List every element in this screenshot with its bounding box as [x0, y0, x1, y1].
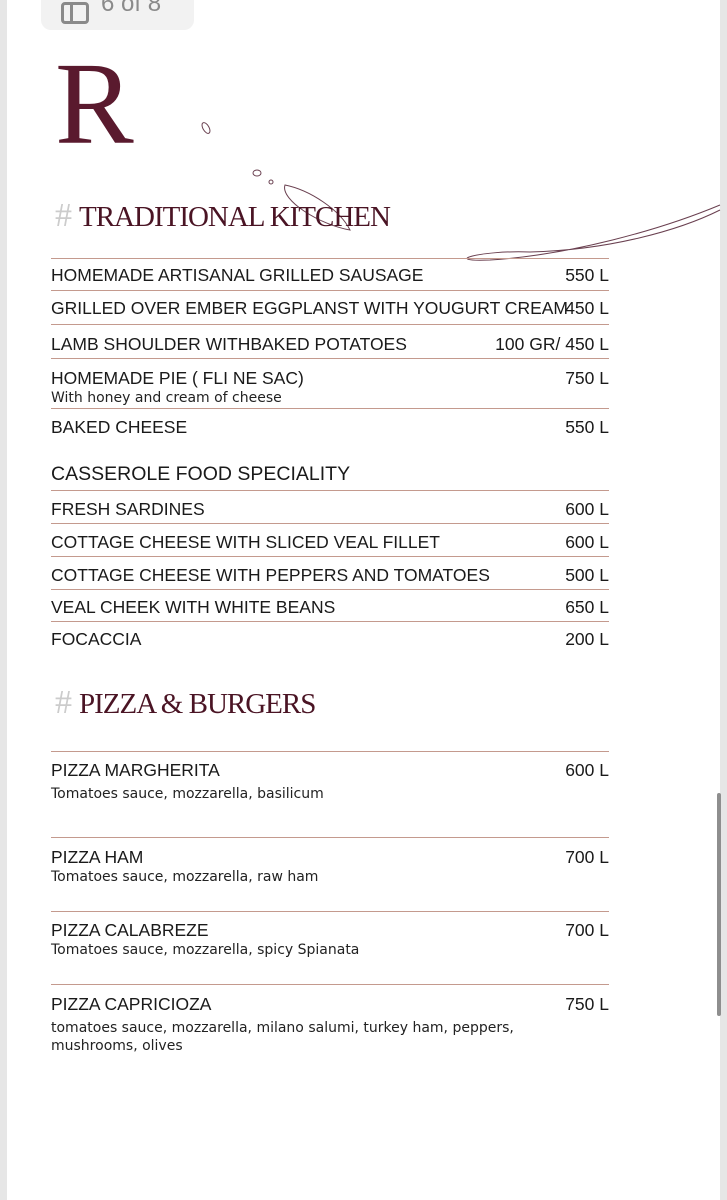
divider — [51, 358, 609, 359]
section-title-casserole: CASSEROLE FOOD SPECIALITY — [51, 463, 351, 485]
divider — [51, 523, 609, 524]
divider — [51, 751, 609, 752]
divider — [51, 589, 609, 590]
divider — [51, 911, 609, 912]
divider — [51, 258, 609, 259]
scrollbar[interactable] — [717, 793, 721, 1016]
section-title-pizza: # PIZZA & BURGERS — [55, 684, 316, 721]
divider — [51, 490, 609, 491]
divider — [51, 324, 609, 325]
restaurant-logo: R — [55, 38, 134, 169]
divider — [51, 290, 609, 291]
divider — [51, 984, 609, 985]
divider — [51, 408, 609, 409]
page-indicator-text: 6 of 8 — [101, 0, 162, 17]
divider — [51, 556, 609, 557]
divider — [51, 621, 609, 622]
divider — [51, 837, 609, 838]
section-title-traditional: # TRADITIONAL KITCHEN — [55, 197, 391, 234]
page-indicator[interactable]: 6 of 8 — [41, 0, 194, 30]
decorative-swirl — [201, 122, 721, 261]
page-icon — [61, 2, 89, 24]
pdf-page: 6 of 8 — [7, 0, 720, 1200]
